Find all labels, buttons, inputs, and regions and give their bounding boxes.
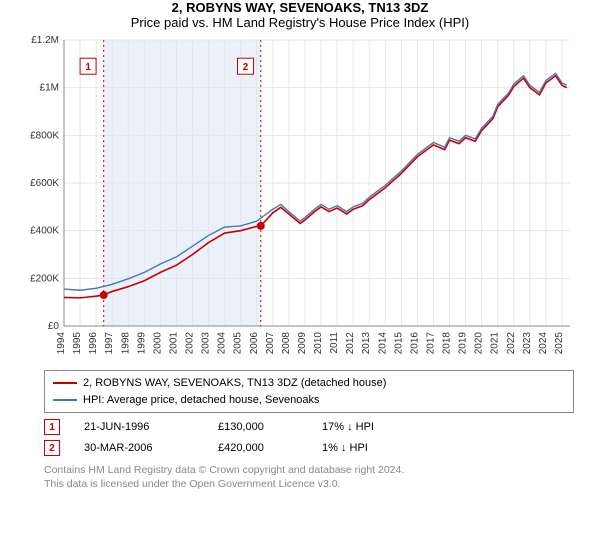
- svg-text:2004: 2004: [217, 332, 228, 355]
- svg-text:1995: 1995: [72, 332, 83, 355]
- svg-text:2003: 2003: [201, 332, 212, 355]
- svg-text:£1.2M: £1.2M: [31, 35, 59, 46]
- svg-text:2025: 2025: [554, 332, 565, 355]
- svg-text:2: 2: [243, 62, 249, 73]
- svg-text:2022: 2022: [506, 332, 517, 355]
- svg-text:2023: 2023: [522, 332, 533, 355]
- marker-pct: 1% ↓ HPI: [322, 438, 402, 459]
- svg-text:2018: 2018: [442, 332, 453, 355]
- svg-text:2009: 2009: [297, 332, 308, 355]
- svg-text:1994: 1994: [56, 332, 67, 355]
- svg-text:2011: 2011: [329, 332, 340, 354]
- svg-text:£600K: £600K: [30, 178, 59, 189]
- marker-badge: 1: [44, 419, 60, 435]
- svg-text:2021: 2021: [490, 332, 501, 355]
- svg-text:2001: 2001: [168, 332, 179, 355]
- svg-text:2017: 2017: [425, 332, 436, 355]
- svg-text:2007: 2007: [265, 332, 276, 355]
- legend-swatch: [53, 399, 77, 401]
- marker-price: £130,000: [218, 417, 298, 438]
- marker-date: 21-JUN-1996: [84, 417, 194, 438]
- attribution: Contains HM Land Registry data © Crown c…: [44, 463, 574, 491]
- legend-label: HPI: Average price, detached house, Seve…: [83, 392, 319, 409]
- chart-title: 2, ROBYNS WAY, SEVENOAKS, TN13 3DZ: [0, 0, 600, 15]
- svg-text:2014: 2014: [377, 332, 388, 355]
- markers-table: 1 21-JUN-1996 £130,000 17% ↓ HPI 2 30-MAR-200…: [44, 417, 574, 459]
- attrib-line-2: This data is licensed under the Open Gov…: [44, 477, 574, 491]
- marker-badge: 2: [44, 440, 60, 456]
- price-chart: £0 £200K £400K £600K £800K £1M £1.2M 1994 1995 19…: [20, 34, 580, 364]
- svg-text:2000: 2000: [152, 332, 163, 355]
- svg-text:2002: 2002: [185, 332, 196, 355]
- svg-text:2015: 2015: [393, 332, 404, 355]
- legend-swatch: [53, 382, 77, 384]
- svg-text:2005: 2005: [233, 332, 244, 355]
- marker-price: £420,000: [218, 438, 298, 459]
- svg-text:2020: 2020: [474, 332, 485, 355]
- legend-row: 2, ROBYNS WAY, SEVENOAKS, TN13 3DZ (deta…: [53, 375, 565, 392]
- svg-text:2006: 2006: [249, 332, 260, 355]
- svg-text:2019: 2019: [458, 332, 469, 355]
- svg-text:2010: 2010: [313, 332, 324, 355]
- legend-label: 2, ROBYNS WAY, SEVENOAKS, TN13 3DZ (deta…: [83, 375, 386, 392]
- legend: 2, ROBYNS WAY, SEVENOAKS, TN13 3DZ (deta…: [44, 370, 574, 413]
- svg-text:2016: 2016: [409, 332, 420, 355]
- attrib-line-1: Contains HM Land Registry data © Crown c…: [44, 463, 574, 477]
- svg-text:1997: 1997: [104, 332, 115, 355]
- svg-text:2012: 2012: [345, 332, 356, 355]
- svg-text:1996: 1996: [88, 332, 99, 355]
- svg-text:£800K: £800K: [30, 130, 59, 141]
- svg-text:2013: 2013: [361, 332, 372, 355]
- marker-pct: 17% ↓ HPI: [322, 417, 402, 438]
- legend-row: HPI: Average price, detached house, Seve…: [53, 392, 565, 409]
- svg-text:£1M: £1M: [40, 83, 59, 94]
- svg-text:2008: 2008: [281, 332, 292, 355]
- svg-text:1998: 1998: [120, 332, 131, 355]
- svg-text:2024: 2024: [538, 332, 549, 355]
- svg-text:£400K: £400K: [30, 226, 59, 237]
- svg-text:1999: 1999: [136, 332, 147, 355]
- chart-subtitle: Price paid vs. HM Land Registry's House …: [0, 15, 600, 30]
- svg-text:£0: £0: [48, 321, 60, 332]
- svg-text:1: 1: [85, 62, 91, 73]
- marker-row: 1 21-JUN-1996 £130,000 17% ↓ HPI: [44, 417, 574, 438]
- marker-date: 30-MAR-2006: [84, 438, 194, 459]
- svg-text:£200K: £200K: [30, 273, 59, 284]
- marker-row: 2 30-MAR-2006 £420,000 1% ↓ HPI: [44, 438, 574, 459]
